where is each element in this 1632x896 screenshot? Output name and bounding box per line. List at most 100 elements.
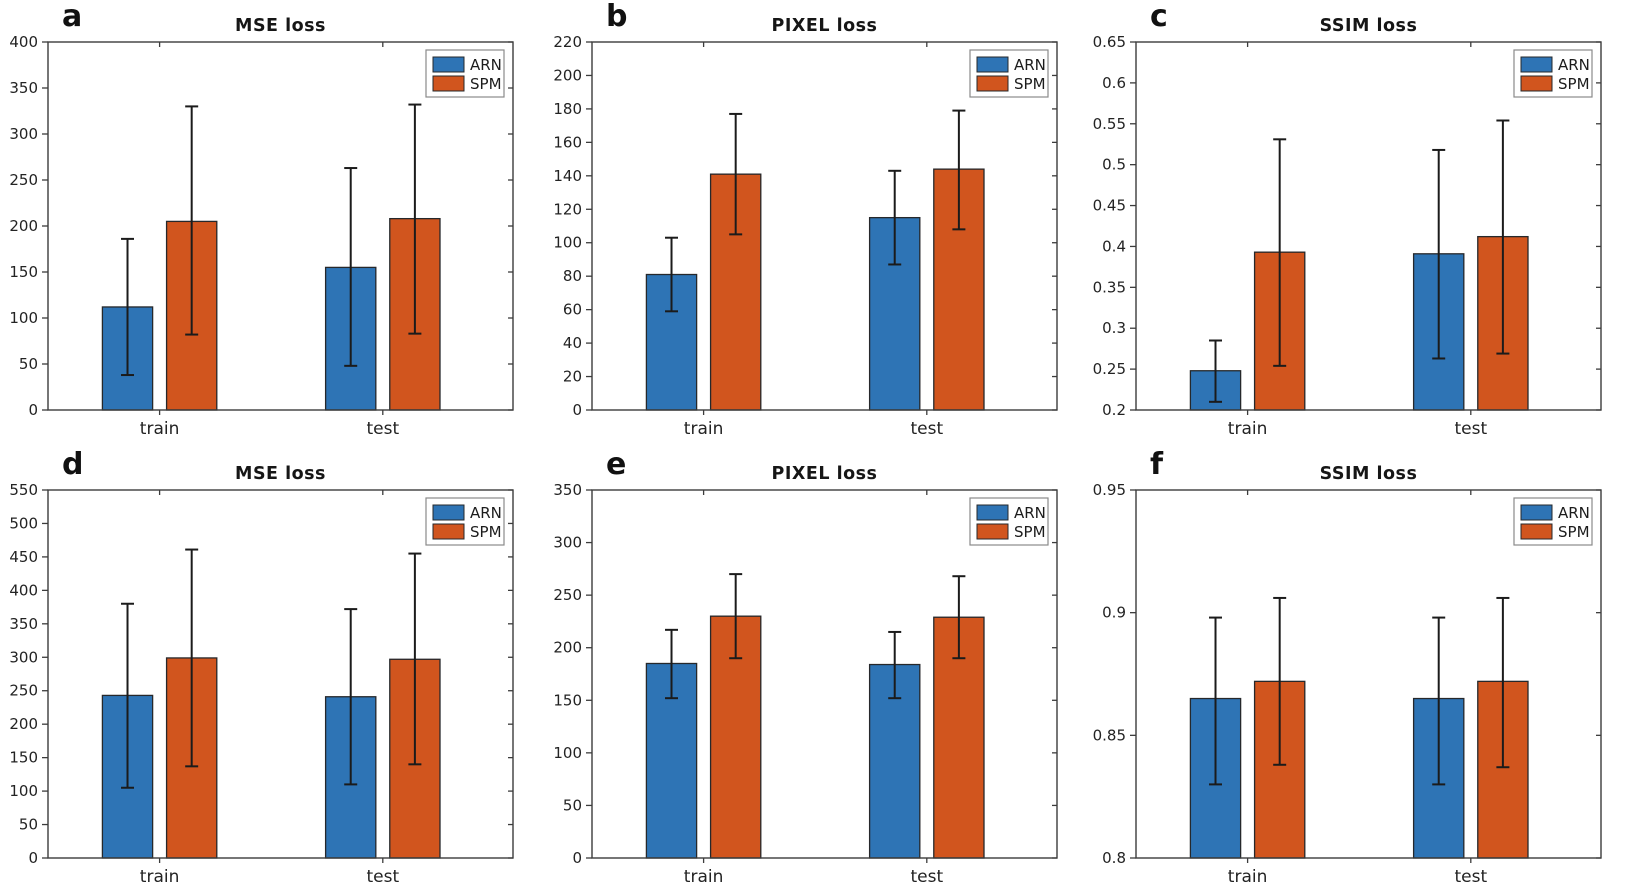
y-tick-label: 300 bbox=[9, 125, 38, 143]
y-tick-label: 60 bbox=[563, 301, 582, 319]
y-tick-label: 0.6 bbox=[1102, 74, 1126, 92]
y-tick-label: 250 bbox=[9, 682, 38, 700]
legend-swatch-SPM bbox=[1520, 523, 1553, 540]
y-tick-label: 0.9 bbox=[1102, 604, 1126, 622]
y-tick-label: 50 bbox=[19, 816, 38, 834]
y-tick-label: 100 bbox=[9, 782, 38, 800]
y-tick-label: 100 bbox=[553, 744, 582, 762]
bar-chart-d: 0 50 100 150 200 250 300 350 400 450 500 550 train te… bbox=[9, 481, 514, 887]
y-tick-label: 500 bbox=[9, 514, 38, 532]
x-tick-label: test bbox=[366, 867, 399, 887]
errorbar-test-ARN bbox=[344, 608, 358, 786]
y-tick-label: 100 bbox=[553, 234, 582, 252]
panel-letter: f bbox=[1150, 447, 1164, 482]
x-tick-label: train bbox=[1228, 419, 1268, 439]
y-tick-label: 150 bbox=[553, 691, 582, 709]
y-tick-label: 300 bbox=[553, 534, 582, 552]
chart-title: MSE loss bbox=[235, 16, 326, 36]
x-tick-label: test bbox=[366, 419, 399, 439]
legend-label-SPM: SPM bbox=[1014, 523, 1046, 541]
x-tick-label: train bbox=[1228, 867, 1268, 887]
y-tick-label: 50 bbox=[19, 355, 38, 373]
errorbar-test-SPM bbox=[408, 103, 422, 335]
errorbar-test-ARN bbox=[1432, 148, 1446, 360]
y-tick-label: 0.55 bbox=[1093, 115, 1126, 133]
errorbar-train-ARN bbox=[121, 602, 135, 789]
y-tick-label: 0.8 bbox=[1102, 849, 1126, 867]
y-tick-label: 400 bbox=[9, 33, 38, 51]
y-tick-label: 100 bbox=[9, 309, 38, 327]
y-tick-label: 0.45 bbox=[1093, 197, 1126, 215]
chart-title: PIXEL loss bbox=[771, 464, 878, 484]
legend-label-ARN: ARN bbox=[1558, 56, 1590, 74]
panel-letter: d bbox=[62, 447, 84, 482]
errorbar-test-SPM bbox=[1496, 596, 1510, 769]
axis-frame bbox=[591, 41, 1058, 411]
panel-c: c SSIM loss 0.2 0.25 0.3 0.35 0.4 0.45 0.5 0.55… bbox=[1088, 0, 1632, 448]
y-tick-label: 350 bbox=[9, 615, 38, 633]
y-tick-label: 250 bbox=[553, 586, 582, 604]
errorbar-test-ARN bbox=[1432, 616, 1446, 786]
legend-label-ARN: ARN bbox=[470, 56, 502, 74]
x-tick-label: train bbox=[684, 419, 724, 439]
legend-swatch-ARN bbox=[976, 504, 1009, 521]
y-tick-label: 220 bbox=[553, 33, 582, 51]
legend-label-SPM: SPM bbox=[1014, 75, 1046, 93]
y-tick-label: 0 bbox=[572, 849, 582, 867]
legend-label-SPM: SPM bbox=[470, 75, 502, 93]
errorbar-train-SPM bbox=[185, 548, 199, 768]
y-tick-label: 350 bbox=[9, 79, 38, 97]
y-tick-label: 160 bbox=[553, 133, 582, 151]
errorbar-test-SPM bbox=[1496, 119, 1510, 355]
legend-label-ARN: ARN bbox=[1014, 504, 1046, 522]
chart-title: MSE loss bbox=[235, 464, 326, 484]
x-tick-label: test bbox=[910, 419, 943, 439]
x-tick-label: train bbox=[140, 419, 180, 439]
bar-chart-b: 0 20 40 60 80 100 120 140 160 180 200 220 train test A… bbox=[553, 33, 1058, 439]
panel-e: e PIXEL loss 0 50 100 150 200 250 300 350 train t… bbox=[544, 448, 1088, 896]
axis-frame bbox=[1135, 489, 1602, 859]
axis-frame bbox=[591, 489, 1058, 859]
errorbar-train-ARN bbox=[665, 236, 679, 313]
x-tick-label: test bbox=[1454, 867, 1487, 887]
axis-frame bbox=[47, 41, 514, 411]
x-tick-label: test bbox=[910, 867, 943, 887]
y-tick-label: 80 bbox=[563, 267, 582, 285]
y-tick-label: 200 bbox=[553, 639, 582, 657]
panel-letter: e bbox=[606, 447, 627, 482]
panel-b: b PIXEL loss 0 20 40 60 80 100 120 140 160 180 200… bbox=[544, 0, 1088, 448]
y-tick-label: 0.2 bbox=[1102, 401, 1126, 419]
legend-label-ARN: ARN bbox=[1014, 56, 1046, 74]
axis-frame bbox=[47, 489, 514, 859]
y-tick-label: 0.25 bbox=[1093, 360, 1126, 378]
legend-label-ARN: ARN bbox=[470, 504, 502, 522]
panel-letter: b bbox=[606, 0, 628, 34]
errorbar-train-ARN bbox=[665, 628, 679, 700]
y-tick-label: 0 bbox=[572, 401, 582, 419]
x-tick-label: train bbox=[140, 867, 180, 887]
legend-swatch-SPM bbox=[976, 75, 1009, 92]
chart-title: SSIM loss bbox=[1319, 464, 1418, 484]
chart-title: PIXEL loss bbox=[771, 16, 878, 36]
y-tick-label: 0.4 bbox=[1102, 237, 1126, 255]
panel-d: d MSE loss 0 50 100 150 200 250 300 350 400 450 50… bbox=[0, 448, 544, 896]
y-tick-label: 200 bbox=[553, 66, 582, 84]
y-tick-label: 550 bbox=[9, 481, 38, 499]
panel-letter: a bbox=[62, 0, 83, 34]
legend-swatch-ARN bbox=[976, 56, 1009, 73]
y-tick-label: 0.95 bbox=[1093, 481, 1126, 499]
y-tick-label: 200 bbox=[9, 217, 38, 235]
legend-swatch-SPM bbox=[1520, 75, 1553, 92]
legend-label-SPM: SPM bbox=[470, 523, 502, 541]
chart-title: SSIM loss bbox=[1319, 16, 1418, 36]
y-tick-label: 120 bbox=[553, 200, 582, 218]
y-tick-label: 400 bbox=[9, 581, 38, 599]
errorbar-train-SPM bbox=[729, 112, 743, 236]
y-tick-label: 300 bbox=[9, 648, 38, 666]
legend-swatch-SPM bbox=[432, 523, 465, 540]
errorbar-test-ARN bbox=[888, 169, 902, 266]
